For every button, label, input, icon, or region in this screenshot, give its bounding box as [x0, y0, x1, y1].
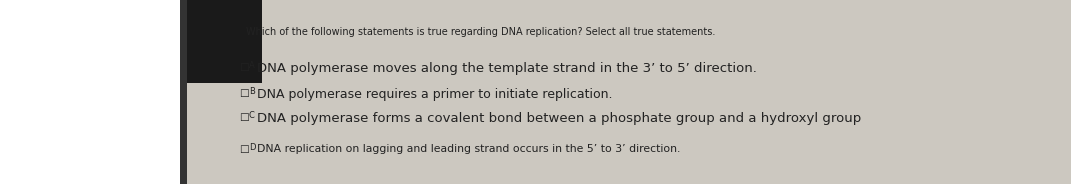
Text: □: □ — [239, 88, 248, 98]
Text: DNA polymerase forms a covalent bond between a phosphate group and a hydroxyl gr: DNA polymerase forms a covalent bond bet… — [257, 112, 861, 125]
Text: □: □ — [239, 144, 248, 154]
Text: Which of the following statements is true regarding DNA replication? Select all : Which of the following statements is tru… — [246, 27, 716, 37]
Bar — [187, 0, 262, 83]
Text: A: A — [248, 61, 255, 70]
Text: B: B — [248, 87, 255, 96]
Bar — [180, 0, 187, 184]
Text: C: C — [248, 111, 255, 120]
Text: DNA polymerase moves along the template strand in the 3’ to 5’ direction.: DNA polymerase moves along the template … — [257, 62, 757, 75]
Text: □: □ — [239, 112, 248, 122]
Bar — [187, 0, 1071, 184]
Text: DNA polymerase requires a primer to initiate replication.: DNA polymerase requires a primer to init… — [257, 88, 612, 101]
Text: DNA replication on lagging and leading strand occurs in the 5’ to 3’ direction.: DNA replication on lagging and leading s… — [257, 144, 680, 154]
Text: □: □ — [239, 62, 248, 72]
Text: D: D — [248, 143, 255, 152]
